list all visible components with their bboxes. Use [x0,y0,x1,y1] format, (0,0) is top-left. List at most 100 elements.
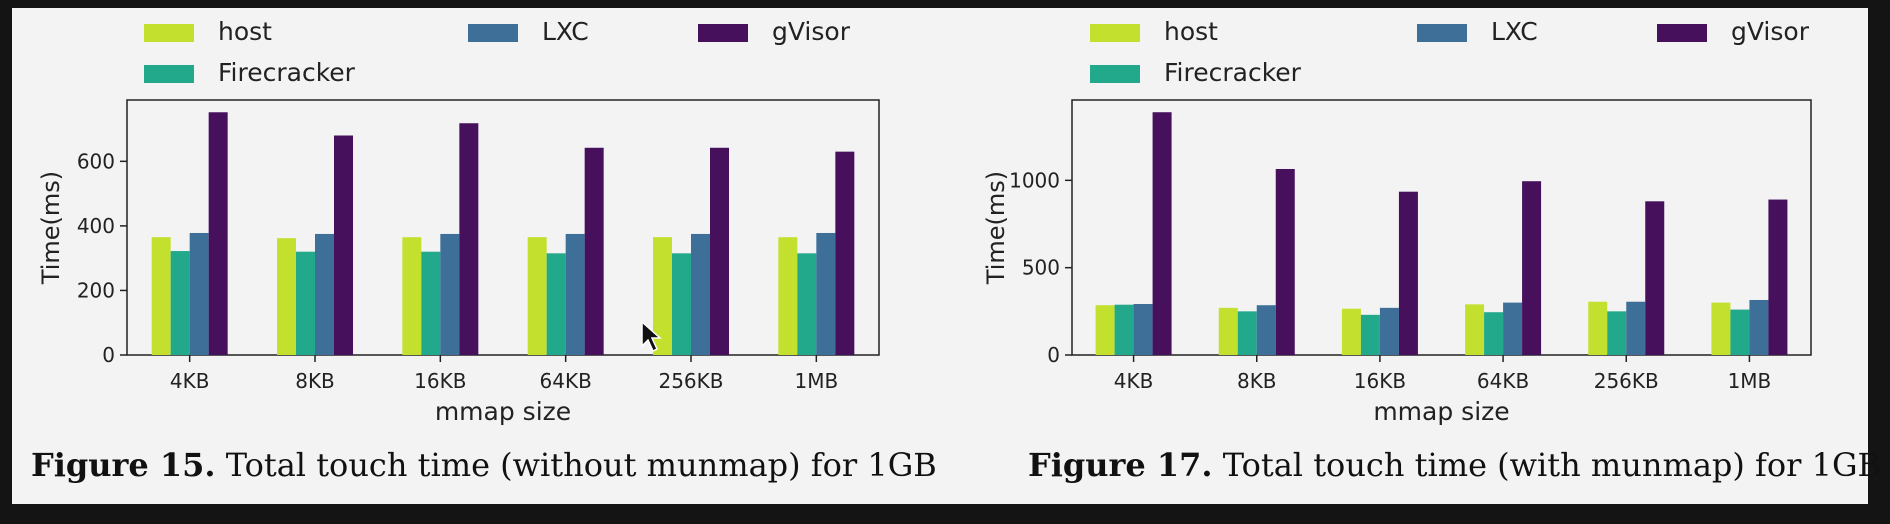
bar-lxc-8kb [1256,305,1276,355]
bar-firecracker-64kb [1484,312,1504,355]
bar-firecracker-256kb [1607,311,1627,355]
x-axis-label: mmap size [435,397,571,426]
bar-lxc-256kb [691,233,710,355]
legend-swatch-host [1090,24,1140,42]
x-tick-label: 1MB [1728,369,1772,393]
y-axis-label: Time(ms) [37,171,65,285]
legend-label-lxc: LXC [1491,17,1538,46]
legend-label-lxc: LXC [542,17,589,46]
mouse-cursor-icon [641,320,662,353]
legend-label-host: host [218,17,272,46]
bar-gvisor-64kb [584,147,604,355]
bar-gvisor-16kb [459,123,479,355]
bar-gvisor-4kb [1152,112,1172,355]
bar-gvisor-16kb [1398,191,1418,355]
legend-swatch-firecracker [144,65,194,83]
bar-lxc-64kb [1503,302,1523,355]
bar-host-4kb [1095,305,1115,355]
bar-host-64kb [527,237,547,355]
figure-17-chart: host LXC gVisor Firecracker 0 500 1000Time(ms)… [982,17,1812,426]
bar-firecracker-1mb [1730,309,1750,355]
bar-gvisor-256kb [710,147,729,355]
plot-area [126,99,880,356]
bar-firecracker-64kb [546,253,566,355]
paper-page: host LXC gVisor Firecracker 0 200 400 600 Time(m… [12,8,1881,504]
x-tick-label: 4KB [170,369,210,393]
bar-host-1mb [778,237,798,355]
x-tick-label: 64KB [1477,369,1529,393]
y-tick-label: 1000 [1009,168,1060,192]
bar-gvisor-1mb [835,151,855,355]
x-tick-label: 256KB [1594,369,1659,393]
legend-label-gvisor: gVisor [772,17,851,46]
plot-area [1071,99,1812,356]
bar-gvisor-1mb [1768,199,1788,355]
bar-host-1mb [1711,302,1731,355]
bar-host-256kb [1588,301,1608,355]
bar-host-64kb [1465,304,1485,355]
legend-swatch-lxc [468,24,518,42]
x-tick-label: 8KB [295,369,335,393]
bar-firecracker-1mb [797,253,817,355]
figure-15-label: Figure 15. [31,446,216,484]
y-tick-label: 600 [77,149,115,173]
x-tick-label: 64KB [540,369,592,393]
figure-17-panel: host LXC gVisor Firecracker 0 500 1000 Time(ms)… [972,8,1881,504]
y-tick-label: 500 [1022,256,1060,280]
figure-17-label: Figure 17. [1028,446,1213,484]
x-tick-label: 1MB [794,369,838,393]
bar-host-16kb [1341,308,1361,355]
bar-firecracker-16kb [1360,314,1380,355]
figure-17-caption-text: Total touch time (with munmap) for 1GB [1212,446,1882,484]
legend-swatch-gvisor [698,24,748,42]
y-tick-label: 0 [1047,343,1060,367]
legend-swatch-firecracker [1090,65,1140,83]
bar-gvisor-8kb [1275,168,1295,355]
bar-lxc-1mb [1749,299,1769,355]
bar-firecracker-256kb [672,253,691,355]
bar-firecracker-8kb [1237,311,1257,355]
bar-gvisor-64kb [1522,181,1542,355]
y-tick-label: 200 [77,278,115,302]
legend-swatch-host [144,24,194,42]
legend-label-gvisor: gVisor [1731,17,1810,46]
bar-lxc-64kb [565,233,585,355]
legend-label-firecracker: Firecracker [218,58,356,87]
bar-gvisor-256kb [1645,201,1665,355]
x-tick-label: 16KB [1354,369,1406,393]
y-tick-label: 400 [77,214,115,238]
bar-host-8kb [277,238,296,355]
x-tick-label: 256KB [658,369,723,393]
bar-host-16kb [402,237,422,355]
bar-lxc-16kb [1379,307,1399,355]
bar-lxc-4kb [189,232,209,355]
bar-lxc-16kb [440,233,460,355]
x-tick-label: 16KB [414,369,466,393]
legend-swatch-gvisor [1657,24,1707,42]
bar-lxc-256kb [1626,301,1646,355]
bar-gvisor-8kb [334,135,353,355]
figure-15-caption-text: Total touch time (without munmap) for 1G… [215,446,937,484]
x-tick-label: 4KB [1114,369,1154,393]
bar-firecracker-16kb [421,251,441,355]
bar-gvisor-4kb [208,112,228,355]
x-axis-label: mmap size [1373,397,1509,426]
figure-15-caption: Figure 15. Total touch time (without mun… [31,446,937,484]
bar-host-8kb [1218,307,1238,355]
bar-firecracker-4kb [1114,304,1134,355]
x-tick-label: 8KB [1237,369,1277,393]
bar-host-256kb [653,237,672,355]
figure-17-caption: Figure 17. Total touch time (with munmap… [1028,446,1881,484]
bar-lxc-8kb [315,233,334,355]
bar-host-4kb [151,237,171,355]
bar-lxc-4kb [1133,304,1153,355]
figure-15-chart: host LXC gVisor Firecracker 0 200 400 600 Time(m… [37,17,880,426]
bar-firecracker-8kb [296,251,315,355]
figure-15-panel: host LXC gVisor Firecracker 0 200 400 600 Time(m… [12,8,972,504]
bar-lxc-1mb [816,232,836,355]
legend-swatch-lxc [1417,24,1467,42]
bar-firecracker-4kb [170,251,190,355]
y-axis-label: Time(ms) [982,171,1010,285]
legend-label-firecracker: Firecracker [1164,58,1302,87]
